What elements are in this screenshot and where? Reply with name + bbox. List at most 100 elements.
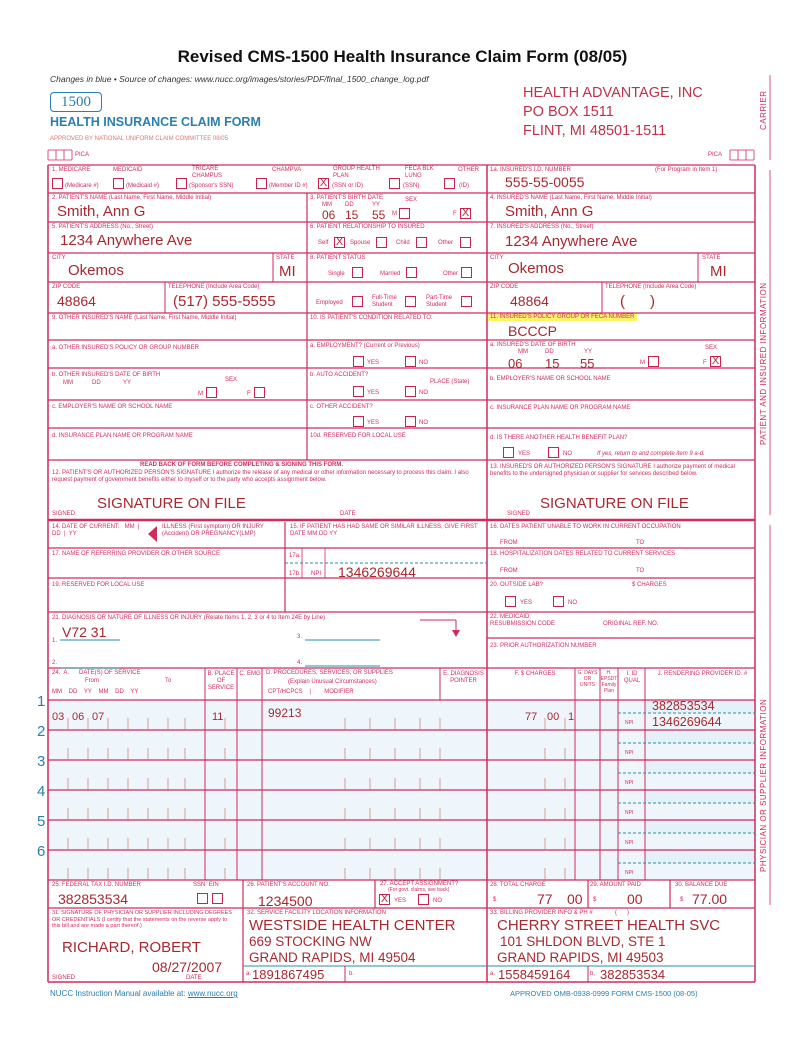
outside-lab-yes-checkbox[interactable] [505, 596, 516, 607]
billing-street[interactable]: 101 SHLDON BLVD, STE 1 [500, 934, 666, 949]
line-charge-cents[interactable]: 00 [547, 711, 560, 723]
accept-no-checkbox[interactable] [418, 894, 429, 905]
outside-lab-no-checkbox[interactable] [553, 596, 564, 607]
insured-id-note: (For Program in Item 1) [655, 167, 718, 173]
other-status-checkbox[interactable] [461, 267, 472, 278]
insured-zip-value[interactable]: 48864 [510, 293, 549, 309]
physician-date-value[interactable]: 08/27/2007 [152, 959, 223, 975]
account-no-value[interactable]: 1234500 [258, 893, 313, 909]
other-checkbox[interactable] [444, 178, 455, 189]
insured-signed-label: SIGNED [507, 511, 531, 517]
other-accident-yes-checkbox[interactable] [353, 416, 364, 427]
patient-phone-value[interactable]: (517) 555-5555 [173, 293, 276, 310]
billing-city[interactable]: GRAND RAPIDS, MI 49503 [497, 950, 664, 965]
total-charge-label: 28. TOTAL CHARGE [490, 882, 546, 888]
insured-phone-value[interactable]: ( ) [620, 293, 655, 310]
amount-paid-value[interactable]: 00 [627, 891, 643, 907]
birth-yy-label: YY [372, 202, 381, 208]
other-accident-no-checkbox[interactable] [405, 416, 416, 427]
self-checkbox[interactable] [334, 237, 345, 248]
insured-id-value[interactable]: 555-55-0055 [505, 174, 585, 190]
ein-checkbox[interactable] [212, 893, 223, 904]
employment-no-checkbox[interactable] [405, 356, 416, 367]
balance-due-value[interactable]: 77.00 [692, 891, 728, 907]
feca-checkbox[interactable] [389, 178, 400, 189]
parttime-checkbox[interactable] [461, 296, 472, 307]
insured-signature-value[interactable]: SIGNATURE ON FILE [540, 495, 689, 512]
sex-f-checkbox[interactable] [460, 208, 471, 219]
insured-dob-day[interactable]: 15 [545, 356, 560, 371]
provider-shade [645, 730, 755, 743]
married-checkbox[interactable] [406, 267, 417, 278]
tricare-checkbox[interactable] [176, 178, 187, 189]
facility-name[interactable]: WESTSIDE HEALTH CENTER [249, 917, 456, 934]
sex-m-checkbox[interactable] [399, 208, 410, 219]
facility-npi[interactable]: 1891867495 [252, 967, 325, 982]
line-units[interactable]: 1 [568, 711, 575, 723]
champva-checkbox[interactable] [256, 178, 267, 189]
birth-day[interactable]: 15 [345, 208, 359, 222]
patient-signature-value[interactable]: SIGNATURE ON FILE [97, 495, 246, 512]
insured-dob-year[interactable]: 55 [580, 356, 595, 371]
insured-city-value[interactable]: Okemos [508, 260, 564, 277]
another-plan-no-checkbox[interactable] [548, 447, 559, 458]
total-charge-dollars[interactable]: 77 [537, 891, 553, 907]
line-charge-dollars[interactable]: 77 [525, 711, 538, 723]
insured-f-checkbox[interactable] [710, 356, 721, 367]
total-charge-cents[interactable]: 00 [567, 891, 583, 907]
employed-checkbox[interactable] [352, 296, 363, 307]
patient-zip-value[interactable]: 48864 [57, 293, 96, 309]
facility-street[interactable]: 669 STOCKING NW [249, 934, 372, 949]
another-plan-yes-checkbox[interactable] [503, 447, 514, 458]
birth-month[interactable]: 06 [322, 208, 336, 222]
insured-dob-month[interactable]: 06 [508, 356, 523, 371]
patient-name-value[interactable]: Smith, Ann G [57, 203, 146, 220]
patient-state-value[interactable]: MI [279, 263, 296, 280]
child-checkbox[interactable] [416, 237, 427, 248]
other-f-checkbox[interactable] [254, 387, 265, 398]
insured-state-value[interactable]: MI [710, 263, 727, 280]
fulltime-checkbox[interactable] [405, 296, 416, 307]
17b-label: 17b. [289, 571, 301, 577]
other-m-checkbox[interactable] [206, 387, 217, 398]
accept-yes-checkbox[interactable] [379, 894, 390, 905]
birth-date-label: 3. PATIENT'S BIRTH DATE [310, 195, 384, 201]
medicare-checkbox[interactable] [52, 178, 63, 189]
line-pos[interactable]: 11 [212, 711, 224, 723]
billing-npi[interactable]: 1558459164 [498, 967, 571, 982]
units-label: G. DAYS OR UNITS [577, 670, 598, 688]
insured-address-value[interactable]: 1234 Anywhere Ave [505, 233, 638, 250]
auto-no-checkbox[interactable] [405, 386, 416, 397]
group-checkbox[interactable] [318, 178, 329, 189]
line-from-yy[interactable]: 07 [92, 711, 105, 723]
line-provider-id[interactable]: 382853534 [652, 699, 715, 713]
nucc-link[interactable]: www.nucc.org [187, 989, 238, 998]
medicaid-checkbox[interactable] [113, 178, 124, 189]
line-from-mm[interactable]: 03 [52, 711, 65, 723]
billing-other-id[interactable]: 382853534 [600, 967, 666, 982]
single-checkbox[interactable] [352, 267, 363, 278]
birth-year[interactable]: 55 [372, 208, 386, 222]
ssn-checkbox[interactable] [197, 893, 208, 904]
physician-name-value[interactable]: RICHARD, ROBERT [62, 939, 201, 956]
auto-yes-checkbox[interactable] [353, 386, 364, 397]
service-line-shade [48, 790, 487, 820]
line-npi[interactable]: 1346269644 [652, 715, 722, 729]
insured-m-checkbox[interactable] [648, 356, 659, 367]
dx1-value[interactable]: V72 31 [62, 624, 107, 640]
billing-name[interactable]: CHERRY STREET HEALTH SVC [497, 917, 721, 934]
patient-address-value[interactable]: 1234 Anywhere Ave [60, 232, 193, 249]
referring-npi-value[interactable]: 1346269644 [338, 564, 416, 580]
other-label: OTHER [458, 167, 479, 173]
city-label: CITY [52, 255, 66, 261]
patient-city-value[interactable]: Okemos [68, 262, 124, 279]
line-from-dd[interactable]: 06 [72, 711, 85, 723]
other-rel-checkbox[interactable] [460, 237, 471, 248]
insured-name-value[interactable]: Smith, Ann G [505, 203, 594, 220]
policy-group-value[interactable]: BCCCP [508, 323, 558, 339]
employment-yes-checkbox[interactable] [353, 356, 364, 367]
facility-city[interactable]: GRAND RAPIDS, MI 49504 [249, 950, 416, 965]
tax-id-value[interactable]: 382853534 [58, 891, 129, 907]
spouse-checkbox[interactable] [376, 237, 387, 248]
line-cpt[interactable]: 99213 [268, 706, 302, 720]
